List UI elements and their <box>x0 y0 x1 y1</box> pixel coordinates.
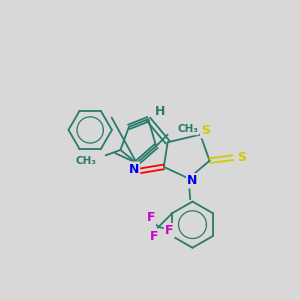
Text: S: S <box>201 124 210 137</box>
Text: O: O <box>126 167 136 180</box>
Text: F: F <box>150 230 159 243</box>
Text: F: F <box>165 224 173 237</box>
Text: CH₃: CH₃ <box>75 156 96 166</box>
Text: S: S <box>238 151 247 164</box>
Text: H: H <box>155 105 165 118</box>
Text: N: N <box>187 174 198 187</box>
Text: CH₃: CH₃ <box>177 124 198 134</box>
Text: F: F <box>146 211 155 224</box>
Text: N: N <box>128 163 139 176</box>
